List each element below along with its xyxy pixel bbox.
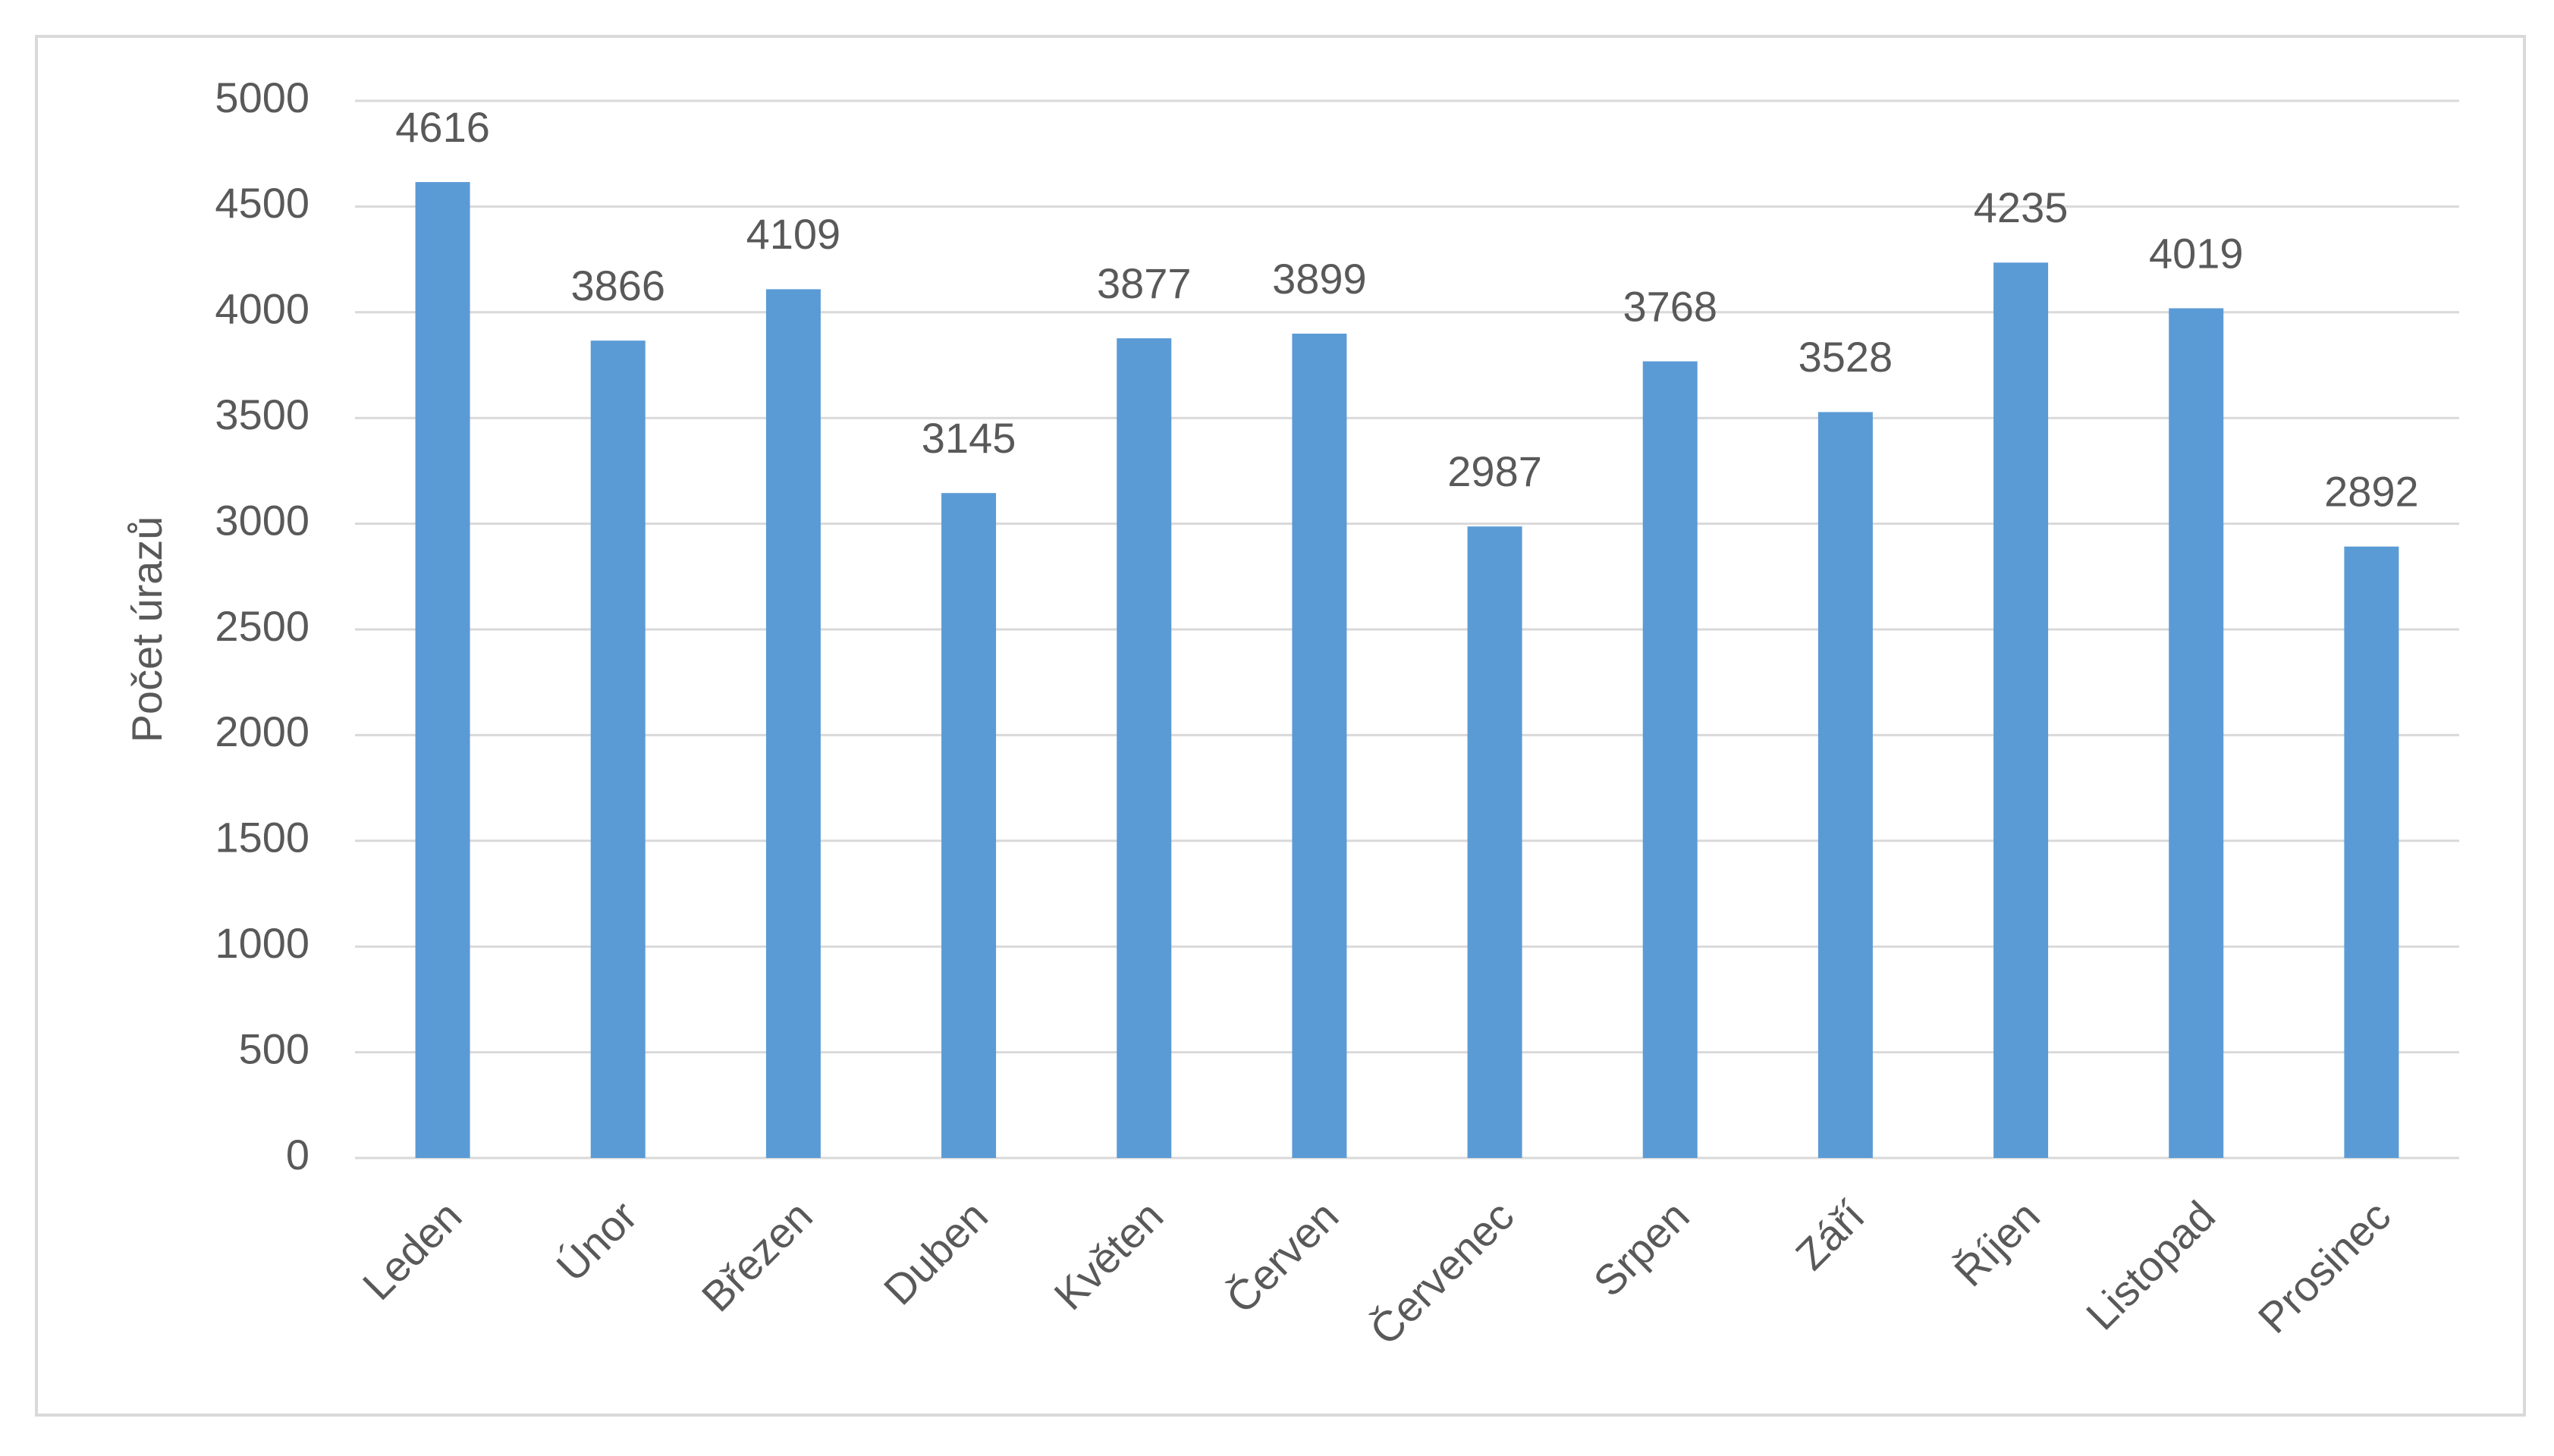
data-label: 3866 — [570, 262, 665, 309]
y-tick-label: 2000 — [215, 708, 309, 755]
y-tick-label: 4500 — [215, 179, 309, 227]
data-label: 3877 — [1097, 259, 1192, 307]
y-tick-label: 4000 — [215, 285, 309, 333]
y-tick-label: 0 — [286, 1131, 309, 1178]
bar — [415, 182, 470, 1158]
data-label: 4616 — [395, 103, 490, 151]
data-label: 3899 — [1272, 255, 1367, 303]
y-axis-title: Počet úrazů — [123, 516, 171, 743]
bar — [1117, 338, 1172, 1158]
data-label: 4235 — [1974, 184, 2069, 231]
data-label: 4109 — [746, 210, 841, 258]
bar — [1642, 361, 1698, 1159]
bar — [1993, 262, 2049, 1159]
y-tick-label: 3500 — [215, 391, 309, 438]
y-tick-label: 3000 — [215, 496, 309, 544]
y-tick-label: 2500 — [215, 602, 309, 650]
y-tick-label: 500 — [239, 1025, 309, 1072]
data-label: 2987 — [1447, 447, 1542, 495]
y-tick-label: 1500 — [215, 814, 309, 861]
bar — [2344, 546, 2399, 1158]
bar — [2169, 308, 2224, 1158]
bar — [1467, 526, 1522, 1158]
data-label: 3528 — [1798, 333, 1893, 381]
bar — [1292, 333, 1347, 1159]
bar — [941, 493, 997, 1158]
bar — [590, 340, 646, 1159]
data-label: 3768 — [1623, 282, 1717, 330]
y-tick-label: 1000 — [215, 919, 309, 967]
bar — [765, 289, 821, 1159]
data-label: 2892 — [2324, 468, 2419, 516]
data-label: 4019 — [2149, 229, 2244, 277]
data-label: 3145 — [922, 414, 1016, 462]
bar — [1817, 412, 1873, 1158]
y-tick-label: 5000 — [215, 74, 309, 121]
